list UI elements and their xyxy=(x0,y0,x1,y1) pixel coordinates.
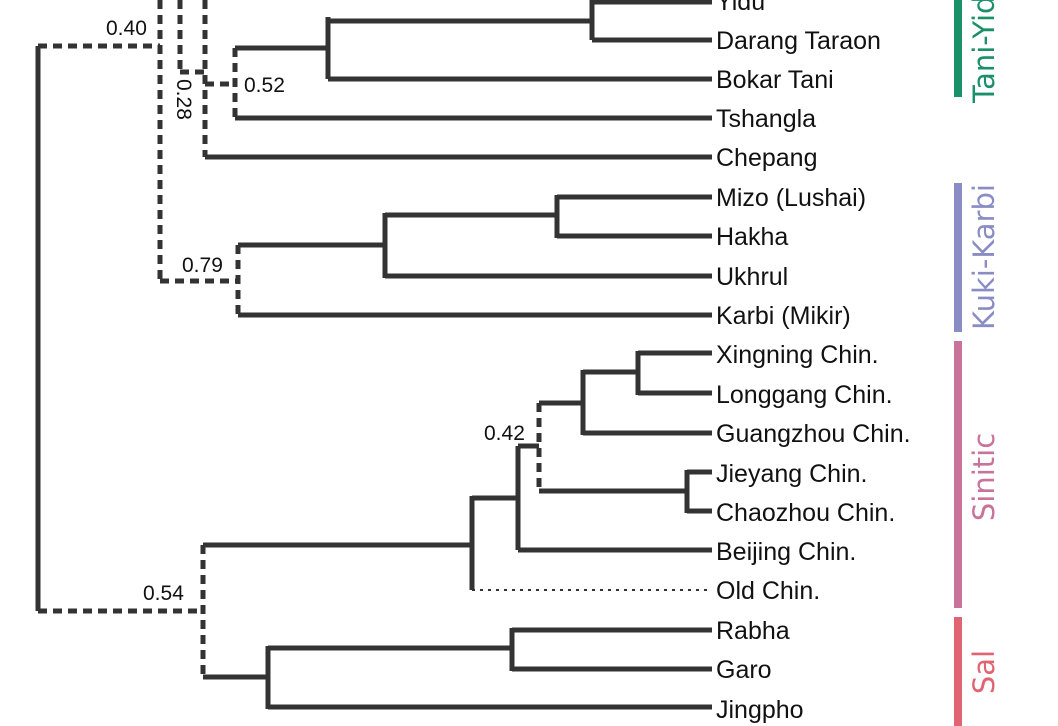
taxon-label: Xingning Chin. xyxy=(716,341,879,369)
support-kuki-karbi: 0.79 xyxy=(182,254,223,277)
taxon-label: Old Chin. xyxy=(716,577,820,605)
taxon-label: Jieyang Chin. xyxy=(716,460,867,488)
taxon-label: Karbi (Mikir) xyxy=(716,302,851,330)
taxon-label: Tshangla xyxy=(716,105,816,133)
taxon-label: Jingpho xyxy=(716,696,804,724)
group-annotations: Tani-Yidu Kuki-Karbi Sinitic Sal xyxy=(954,0,1001,726)
solid-branches xyxy=(35,0,712,710)
taxon-label: Chepang xyxy=(716,144,817,172)
leaf-labels: Yidu Darang Taraon Bokar Tani Tshangla C… xyxy=(716,0,911,724)
support-tani-tshangla: 0.52 xyxy=(244,74,285,97)
taxon-label: Ukhrul xyxy=(716,263,788,291)
group-label-sal: Sal xyxy=(967,650,1001,694)
support-chinese-core: 0.42 xyxy=(484,422,525,445)
taxon-label: Darang Taraon xyxy=(716,27,881,55)
taxon-label: Rabha xyxy=(716,617,790,645)
support-root-top: 0.40 xyxy=(106,17,147,40)
support-sinitic-sal: 0.54 xyxy=(143,582,184,605)
taxon-label: Chaozhou Chin. xyxy=(716,499,895,527)
taxon-label: Longgang Chin. xyxy=(716,381,893,409)
taxon-label: Hakha xyxy=(716,223,788,251)
group-label-kuki-karbi: Kuki-Karbi xyxy=(967,184,1001,330)
group-label-sinitic: Sinitic xyxy=(967,433,1001,521)
taxon-label: Bokar Tani xyxy=(716,66,834,94)
taxon-label: Guangzhou Chin. xyxy=(716,420,911,448)
support-upper-chepang: 0.28 xyxy=(172,79,195,120)
taxon-label: Garo xyxy=(716,656,772,684)
support-values: 0.40 0.52 0.28 0.79 0.42 0.54 xyxy=(106,17,525,605)
taxon-label: Yidu xyxy=(716,0,765,16)
group-label-tani-yidu: Tani-Yidu xyxy=(967,0,1001,104)
taxon-label: Mizo (Lushai) xyxy=(716,184,866,212)
dashed-branches xyxy=(38,0,542,677)
taxon-label: Beijing Chin. xyxy=(716,538,856,566)
